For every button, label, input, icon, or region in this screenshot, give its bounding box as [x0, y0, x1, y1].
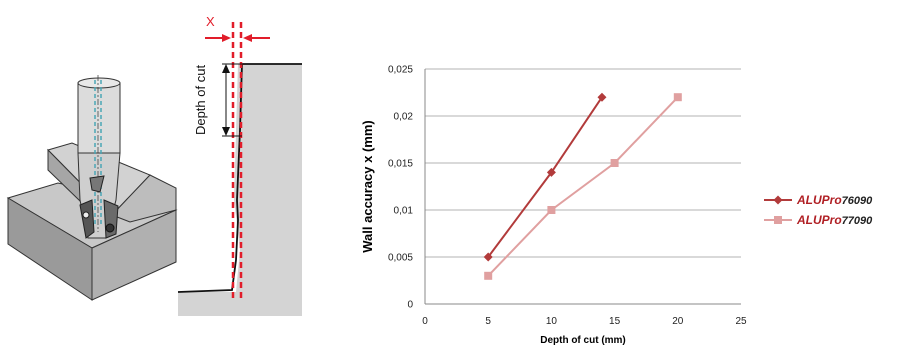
x-axis-title: Depth of cut (mm)	[540, 335, 626, 346]
series-line-76090	[487, 96, 603, 258]
x-tick-label: 25	[735, 316, 747, 327]
y-tick-label: 0,025	[388, 65, 413, 76]
legend-code: 77090	[842, 215, 873, 227]
data-point	[547, 206, 556, 214]
arrow-up-icon	[222, 64, 230, 73]
arrow-right-icon	[222, 34, 231, 42]
y-tick-label: 0,01	[394, 206, 414, 217]
legend-label: ALUPro77090	[796, 213, 873, 227]
y-tick-labels: 0 0,005 0,01 0,015 0,02 0,025	[388, 65, 413, 311]
x-tick-label: 0	[422, 316, 428, 327]
gridlines	[425, 68, 741, 258]
data-point	[597, 92, 607, 102]
y-tick-label: 0,02	[394, 112, 414, 123]
legend-code: 76090	[842, 195, 873, 207]
data-point	[546, 167, 556, 177]
legend: ALUPro76090 ALUPro77090	[764, 193, 873, 227]
x-label: X	[206, 14, 215, 29]
data-point	[673, 93, 682, 102]
legend-item-77090: ALUPro77090	[764, 213, 873, 227]
arrow-left-icon	[243, 34, 252, 42]
milling-illustration	[6, 75, 178, 301]
arrow-down-icon	[222, 127, 230, 136]
wall-accuracy-chart: 0 0,005 0,01 0,015 0,02 0,025 0 5 10 15 20 25 Wall…	[360, 65, 873, 347]
series-76090	[483, 92, 607, 262]
depth-of-cut-label: Depth of cut	[193, 65, 208, 135]
y-tick-label: 0,005	[388, 253, 413, 264]
y-tick-label: 0,015	[388, 159, 413, 170]
x-tick-label: 5	[485, 316, 491, 327]
legend-marker	[774, 216, 782, 224]
series-77090	[484, 93, 682, 280]
data-point	[484, 271, 493, 280]
y-tick-label: 0	[407, 300, 413, 311]
y-axis-title: Wall accuracy x (mm)	[360, 120, 375, 252]
x-tick-label: 20	[672, 316, 684, 327]
x-tick-labels: 0 5 10 15 20 25	[422, 316, 747, 327]
x-tick-label: 15	[609, 316, 621, 327]
x-tick-label: 10	[546, 316, 558, 327]
data-point	[610, 159, 619, 167]
wall-section-diagram: X Depth of cut	[177, 14, 302, 316]
data-point	[483, 252, 493, 262]
series-layer	[483, 92, 682, 280]
legend-label: ALUPro76090	[796, 193, 873, 207]
legend-item-76090: ALUPro76090	[764, 193, 873, 207]
legend-marker	[773, 195, 783, 205]
series-line-77090	[487, 96, 679, 277]
